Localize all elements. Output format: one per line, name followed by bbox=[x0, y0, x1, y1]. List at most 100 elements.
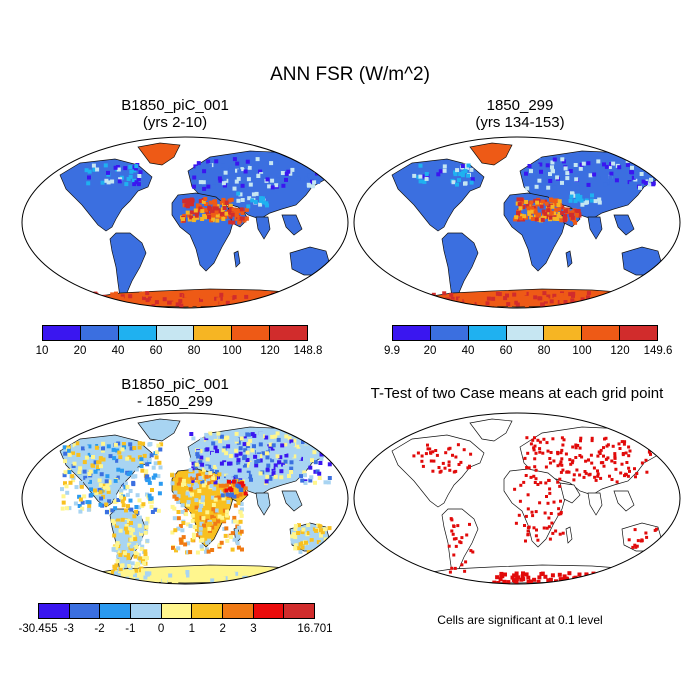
grid-cell bbox=[634, 545, 638, 549]
grid-cell bbox=[188, 550, 193, 555]
grid-cell bbox=[538, 162, 543, 167]
grid-cell bbox=[558, 462, 562, 466]
grid-cell bbox=[93, 488, 97, 493]
grid-cell bbox=[578, 454, 582, 457]
grid-cell bbox=[191, 218, 196, 223]
grid-cell bbox=[120, 447, 125, 452]
grid-cell bbox=[104, 303, 109, 308]
grid-cell bbox=[105, 474, 110, 479]
grid-cell bbox=[597, 576, 602, 581]
grid-cell bbox=[98, 578, 103, 583]
grid-cell bbox=[136, 182, 141, 187]
grid-cell bbox=[320, 293, 325, 298]
grid-cell bbox=[542, 437, 546, 441]
grid-cell bbox=[596, 472, 600, 476]
grid-cell bbox=[567, 470, 571, 474]
grid-cell bbox=[189, 202, 194, 207]
grid-cell bbox=[199, 165, 204, 170]
map-projection-border bbox=[21, 412, 349, 585]
grid-cell bbox=[145, 556, 149, 561]
grid-cell bbox=[518, 206, 523, 211]
grid-cell bbox=[222, 183, 227, 188]
grid-cell bbox=[569, 213, 573, 218]
grid-cell bbox=[319, 446, 324, 451]
grid-cell bbox=[418, 179, 423, 184]
grid-cell bbox=[531, 438, 535, 442]
grid-cell bbox=[319, 452, 324, 457]
grid-cell bbox=[626, 474, 630, 478]
panel-2-title: 1850_299 (yrs 134-153) bbox=[365, 97, 675, 131]
grid-cell bbox=[550, 165, 554, 170]
grid-cell bbox=[104, 502, 109, 507]
grid-cell bbox=[194, 462, 199, 467]
grid-cell bbox=[582, 475, 586, 479]
grid-cell bbox=[265, 296, 270, 301]
grid-cell bbox=[220, 489, 224, 494]
colorbar-tick-label: 100 bbox=[572, 345, 592, 357]
grid-cell bbox=[540, 199, 545, 204]
grid-cell bbox=[546, 208, 551, 213]
grid-cell bbox=[248, 573, 252, 578]
grid-cell bbox=[525, 436, 529, 440]
grid-cell bbox=[592, 172, 597, 177]
grid-cell bbox=[651, 182, 656, 187]
grid-cell bbox=[301, 440, 305, 444]
grid-cell bbox=[116, 483, 121, 488]
grid-cell bbox=[232, 299, 237, 304]
colorbar-tick-label: -2 bbox=[94, 623, 105, 635]
grid-cell bbox=[610, 478, 614, 481]
grid-cell bbox=[238, 446, 243, 451]
grid-cell bbox=[546, 449, 550, 453]
grid-cell bbox=[589, 198, 594, 203]
grid-cell bbox=[123, 481, 128, 486]
grid-cell bbox=[259, 301, 264, 306]
grid-cell bbox=[232, 515, 237, 520]
grid-cell bbox=[238, 451, 243, 456]
grid-cell bbox=[253, 454, 258, 459]
grid-cell bbox=[209, 484, 214, 489]
grid-cell bbox=[293, 535, 298, 540]
grid-cell bbox=[228, 214, 233, 219]
grid-cell bbox=[491, 294, 496, 299]
grid-cell bbox=[649, 170, 654, 175]
grid-cell bbox=[99, 461, 104, 466]
grid-cell bbox=[323, 480, 328, 485]
grid-cell bbox=[531, 514, 535, 518]
grid-cell bbox=[633, 543, 637, 547]
grid-cell bbox=[538, 501, 542, 505]
grid-cell bbox=[527, 164, 532, 168]
grid-cell bbox=[561, 443, 565, 447]
grid-cell bbox=[461, 170, 466, 175]
grid-cell bbox=[189, 508, 193, 512]
grid-cell bbox=[258, 471, 263, 476]
grid-cell bbox=[113, 548, 118, 553]
grid-cell bbox=[549, 451, 553, 454]
map-projection-border bbox=[353, 412, 681, 585]
grid-cell bbox=[455, 296, 460, 301]
grid-cell bbox=[293, 524, 298, 528]
grid-cell bbox=[199, 544, 204, 549]
grid-cell bbox=[529, 169, 533, 174]
grid-cell bbox=[651, 167, 656, 171]
grid-cell bbox=[219, 300, 224, 305]
grid-cell bbox=[163, 574, 167, 579]
grid-cell bbox=[606, 304, 611, 308]
grid-cell bbox=[585, 301, 590, 305]
grid-cell bbox=[608, 474, 611, 478]
grid-cell bbox=[278, 577, 283, 582]
grid-cell bbox=[62, 445, 67, 450]
grid-cell bbox=[287, 436, 292, 441]
grid-cell bbox=[660, 292, 665, 297]
grid-cell bbox=[195, 215, 200, 220]
grid-cell bbox=[161, 302, 166, 307]
grid-cell bbox=[174, 548, 178, 553]
grid-cell bbox=[216, 297, 221, 302]
grid-cell bbox=[133, 474, 138, 479]
grid-cell bbox=[106, 180, 111, 185]
grid-cell bbox=[526, 206, 531, 211]
grid-cell bbox=[534, 510, 538, 514]
grid-cell bbox=[306, 523, 311, 528]
grid-cell bbox=[296, 302, 301, 307]
grid-cell bbox=[301, 537, 306, 542]
grid-cell bbox=[504, 299, 509, 304]
